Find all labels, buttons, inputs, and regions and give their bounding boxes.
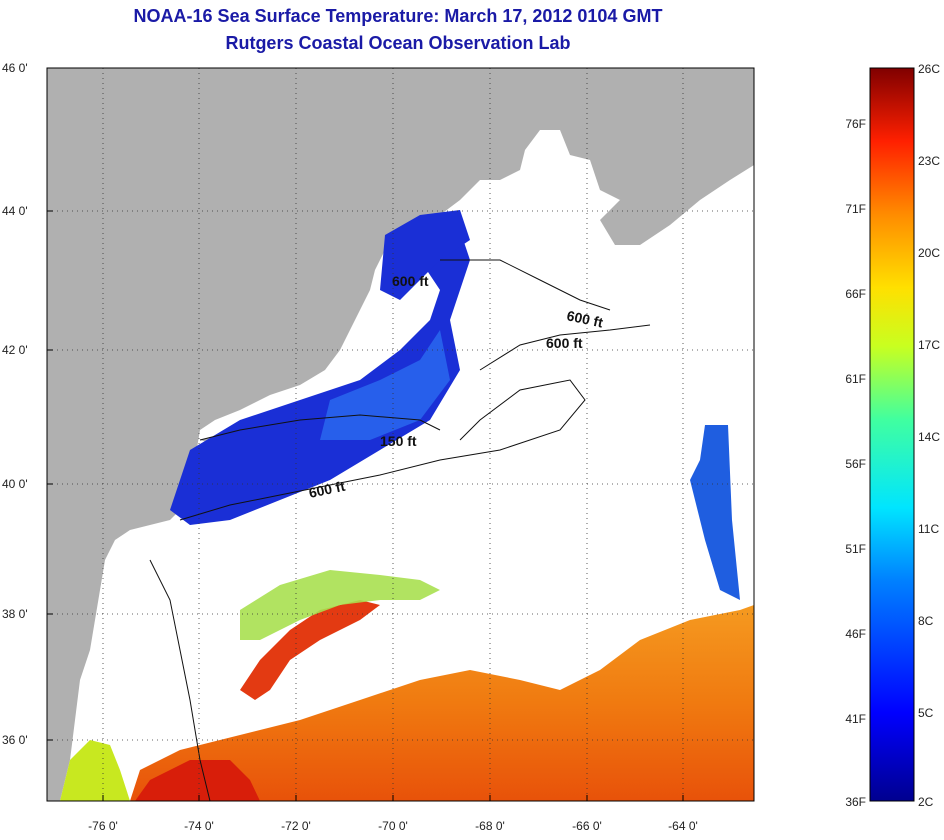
sst-warm-south [130,605,754,801]
sst-warm-core [135,760,260,801]
cbar-c-23: 23C [918,154,940,168]
bathymetry-contours [149,259,651,802]
lon-tick-64: -64 0' [668,819,698,833]
cbar-f-46: 46F [845,627,866,641]
lon-tick-74: -74 0' [184,819,214,833]
sst-cold-east [690,425,740,600]
lat-tick-46: 46 0' [2,61,28,75]
land-north-america [47,68,754,801]
cbar-c-14: 14C [918,430,940,444]
sst-filament-fringe [240,570,440,640]
cbar-c-2: 2C [918,795,934,809]
lon-tick-70: -70 0' [378,819,408,833]
sst-warm-filament [240,600,380,700]
sst-cold-band [170,220,470,525]
cbar-f-51: 51F [845,542,866,556]
cbar-f-66: 66F [845,287,866,301]
depth-label-150ft: 150 ft [380,433,417,449]
depth-label-600ft-a: 600 ft [392,273,429,289]
cbar-c-17: 17C [918,338,940,352]
sst-cold-band-inner [320,330,450,440]
cbar-c-11: 11C [918,522,939,536]
cbar-f-61: 61F [845,372,866,386]
cbar-f-36: 36F [845,795,866,809]
colorbar [869,67,915,802]
cbar-c-8: 8C [918,614,934,628]
lon-tick-68: -68 0' [475,819,505,833]
lat-tick-36: 36 0' [2,733,28,747]
lat-tick-44: 44 0' [2,204,28,218]
cbar-f-76: 76F [845,117,866,131]
depth-label-600ft-d: 600 ft [307,478,346,501]
land-nova-scotia [600,145,754,245]
tick-marks [47,67,684,801]
map-subtitle: Rutgers Coastal Ocean Observation Lab [225,33,571,53]
lon-tick-66: -66 0' [572,819,602,833]
lat-tick-38: 38 0' [2,607,28,621]
graticule [47,68,754,801]
cbar-c-5: 5C [918,706,934,720]
cbar-c-20: 20C [918,246,940,260]
cbar-f-56: 56F [845,457,866,471]
map-title: NOAA-16 Sea Surface Temperature: March 1… [133,6,663,26]
cbar-c-26: 26C [918,62,940,76]
cbar-f-71: 71F [845,202,866,216]
lon-tick-72: -72 0' [281,819,311,833]
lat-tick-40: 40 0' [2,477,28,491]
sst-coastal-shelf [60,740,130,801]
cbar-f-41: 41F [845,712,866,726]
sst-cold-gulf-maine [380,210,470,300]
plot-frame [46,67,755,802]
lon-tick-76: -76 0' [88,819,118,833]
lat-tick-42: 42 0' [2,343,28,357]
depth-label-600ft-b: 600 ft [565,307,604,330]
depth-label-600ft-c: 600 ft [546,335,583,351]
